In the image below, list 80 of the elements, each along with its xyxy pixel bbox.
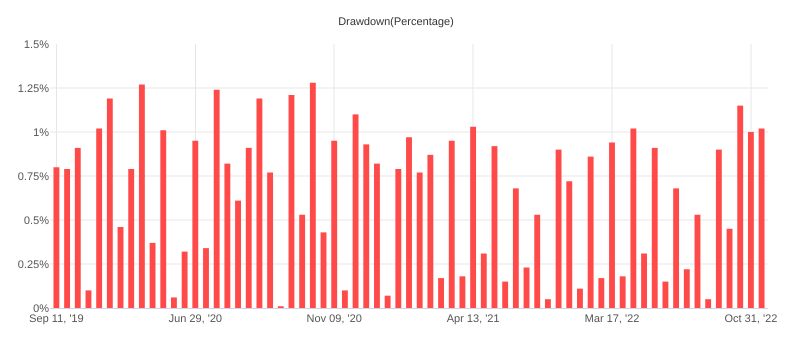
bar	[384, 296, 391, 308]
bar	[748, 132, 754, 308]
bar	[492, 146, 498, 308]
bar	[246, 148, 252, 308]
y-tick-label: 0%	[33, 302, 50, 315]
bar	[128, 168, 134, 308]
bar	[374, 164, 380, 308]
x-tick-label: Jun 29, '20	[168, 313, 222, 326]
bar	[342, 290, 348, 308]
bar	[171, 297, 177, 308]
bar	[416, 172, 423, 308]
bar	[64, 168, 70, 308]
bar	[662, 282, 668, 308]
bar	[256, 98, 262, 308]
y-tick-label: 1.25%	[18, 82, 50, 95]
bar	[118, 227, 124, 308]
bar	[556, 150, 562, 308]
bar	[459, 276, 466, 308]
bar	[86, 290, 92, 308]
bar	[630, 128, 636, 308]
bar	[684, 269, 690, 308]
bar	[331, 140, 338, 308]
bar	[448, 140, 455, 308]
bar	[524, 268, 530, 308]
bar	[544, 299, 551, 308]
x-tick-label: Oct 31, '22	[724, 313, 778, 326]
bar	[588, 156, 594, 308]
bar	[577, 288, 583, 308]
bar	[320, 232, 326, 308]
y-tick-label: 0.75%	[18, 170, 50, 183]
y-tick-label: 1.5%	[24, 38, 50, 51]
bar	[182, 252, 188, 308]
bar	[716, 150, 722, 308]
bar	[470, 126, 476, 308]
bar	[310, 82, 316, 308]
bar	[566, 181, 572, 308]
bar	[737, 106, 744, 308]
bar	[502, 282, 508, 308]
bar	[235, 200, 241, 308]
bar	[694, 214, 700, 308]
bar	[480, 253, 487, 308]
bar	[534, 214, 540, 308]
bar	[74, 148, 81, 308]
bar	[438, 278, 444, 308]
chart-title: Drawdown(Percentage)	[338, 16, 454, 28]
x-tick-label: Apr 13, '21	[446, 313, 500, 326]
bar	[673, 188, 680, 308]
bar	[299, 214, 306, 308]
bar	[652, 148, 658, 308]
bar	[138, 84, 145, 308]
x-tick-label: Nov 09, '20	[306, 313, 362, 326]
y-tick-label: 0.5%	[24, 214, 50, 227]
bar	[53, 167, 60, 308]
bar	[96, 128, 102, 308]
bar	[512, 188, 519, 308]
x-tick-label: Sep 11, '19	[29, 313, 84, 326]
bar	[214, 90, 220, 308]
bar	[160, 130, 166, 308]
bar	[352, 114, 359, 308]
bar	[150, 242, 156, 308]
bar	[267, 172, 274, 308]
bar	[224, 164, 230, 308]
bar	[620, 276, 626, 308]
bar	[726, 228, 732, 308]
bar	[395, 168, 402, 308]
bar	[641, 253, 647, 308]
bar	[427, 154, 434, 308]
bar	[705, 299, 712, 308]
y-tick-label: 1%	[33, 126, 50, 139]
x-tick-label: Mar 17, '22	[584, 313, 640, 326]
bar	[192, 140, 198, 308]
bar	[288, 95, 294, 308]
bar	[363, 144, 370, 308]
bar	[598, 278, 604, 308]
bar	[758, 128, 765, 308]
bar	[609, 142, 615, 308]
bar	[203, 248, 209, 308]
y-tick-label: 0.25%	[18, 258, 50, 271]
bar	[106, 98, 113, 308]
bar	[406, 137, 412, 308]
